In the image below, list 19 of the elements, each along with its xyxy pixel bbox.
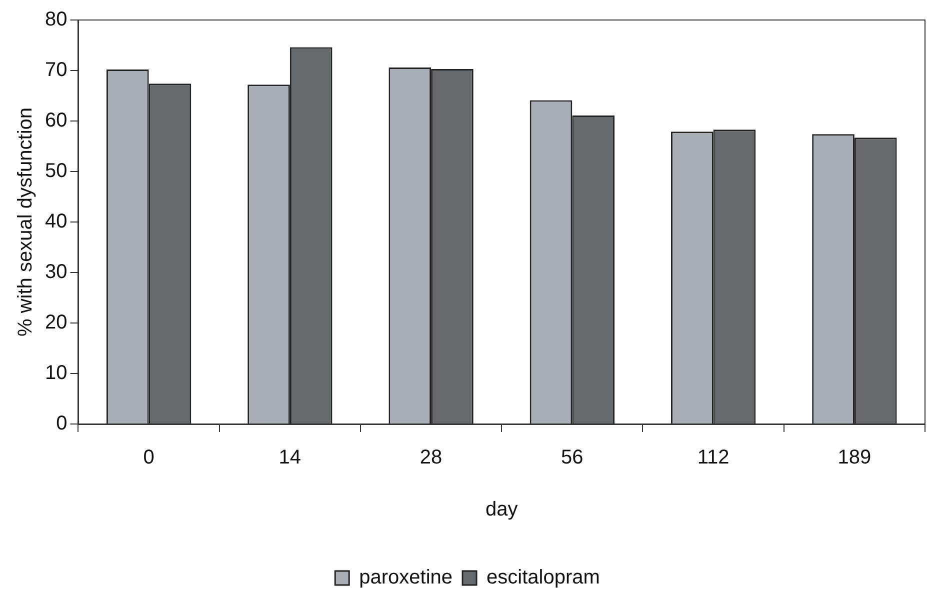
y-tick-label: 40 xyxy=(44,210,68,233)
y-tick-label: 80 xyxy=(44,8,68,31)
x-tick-label: 14 xyxy=(278,446,302,469)
x-tick-label: 112 xyxy=(697,446,730,469)
y-tick-label: 0 xyxy=(56,412,68,435)
y-tick-label: 30 xyxy=(44,261,68,284)
y-tick-label: 10 xyxy=(44,362,68,384)
y-tick-label: 50 xyxy=(44,160,68,182)
y-tick-label: 20 xyxy=(44,312,68,334)
x-tick-label: 189 xyxy=(838,446,872,469)
y-tick-label: 60 xyxy=(44,110,68,132)
legend-label: paroxetine xyxy=(359,566,453,589)
x-tick-label: 56 xyxy=(561,446,584,469)
y-tick-label: 70 xyxy=(44,59,68,82)
x-tick-label: 28 xyxy=(420,446,442,469)
y-axis-title: % with sexual dysfunction xyxy=(14,107,37,337)
x-tick-label: 0 xyxy=(143,446,154,469)
x-axis-title: day xyxy=(486,498,518,521)
legend-label: escitalopram xyxy=(486,566,600,589)
